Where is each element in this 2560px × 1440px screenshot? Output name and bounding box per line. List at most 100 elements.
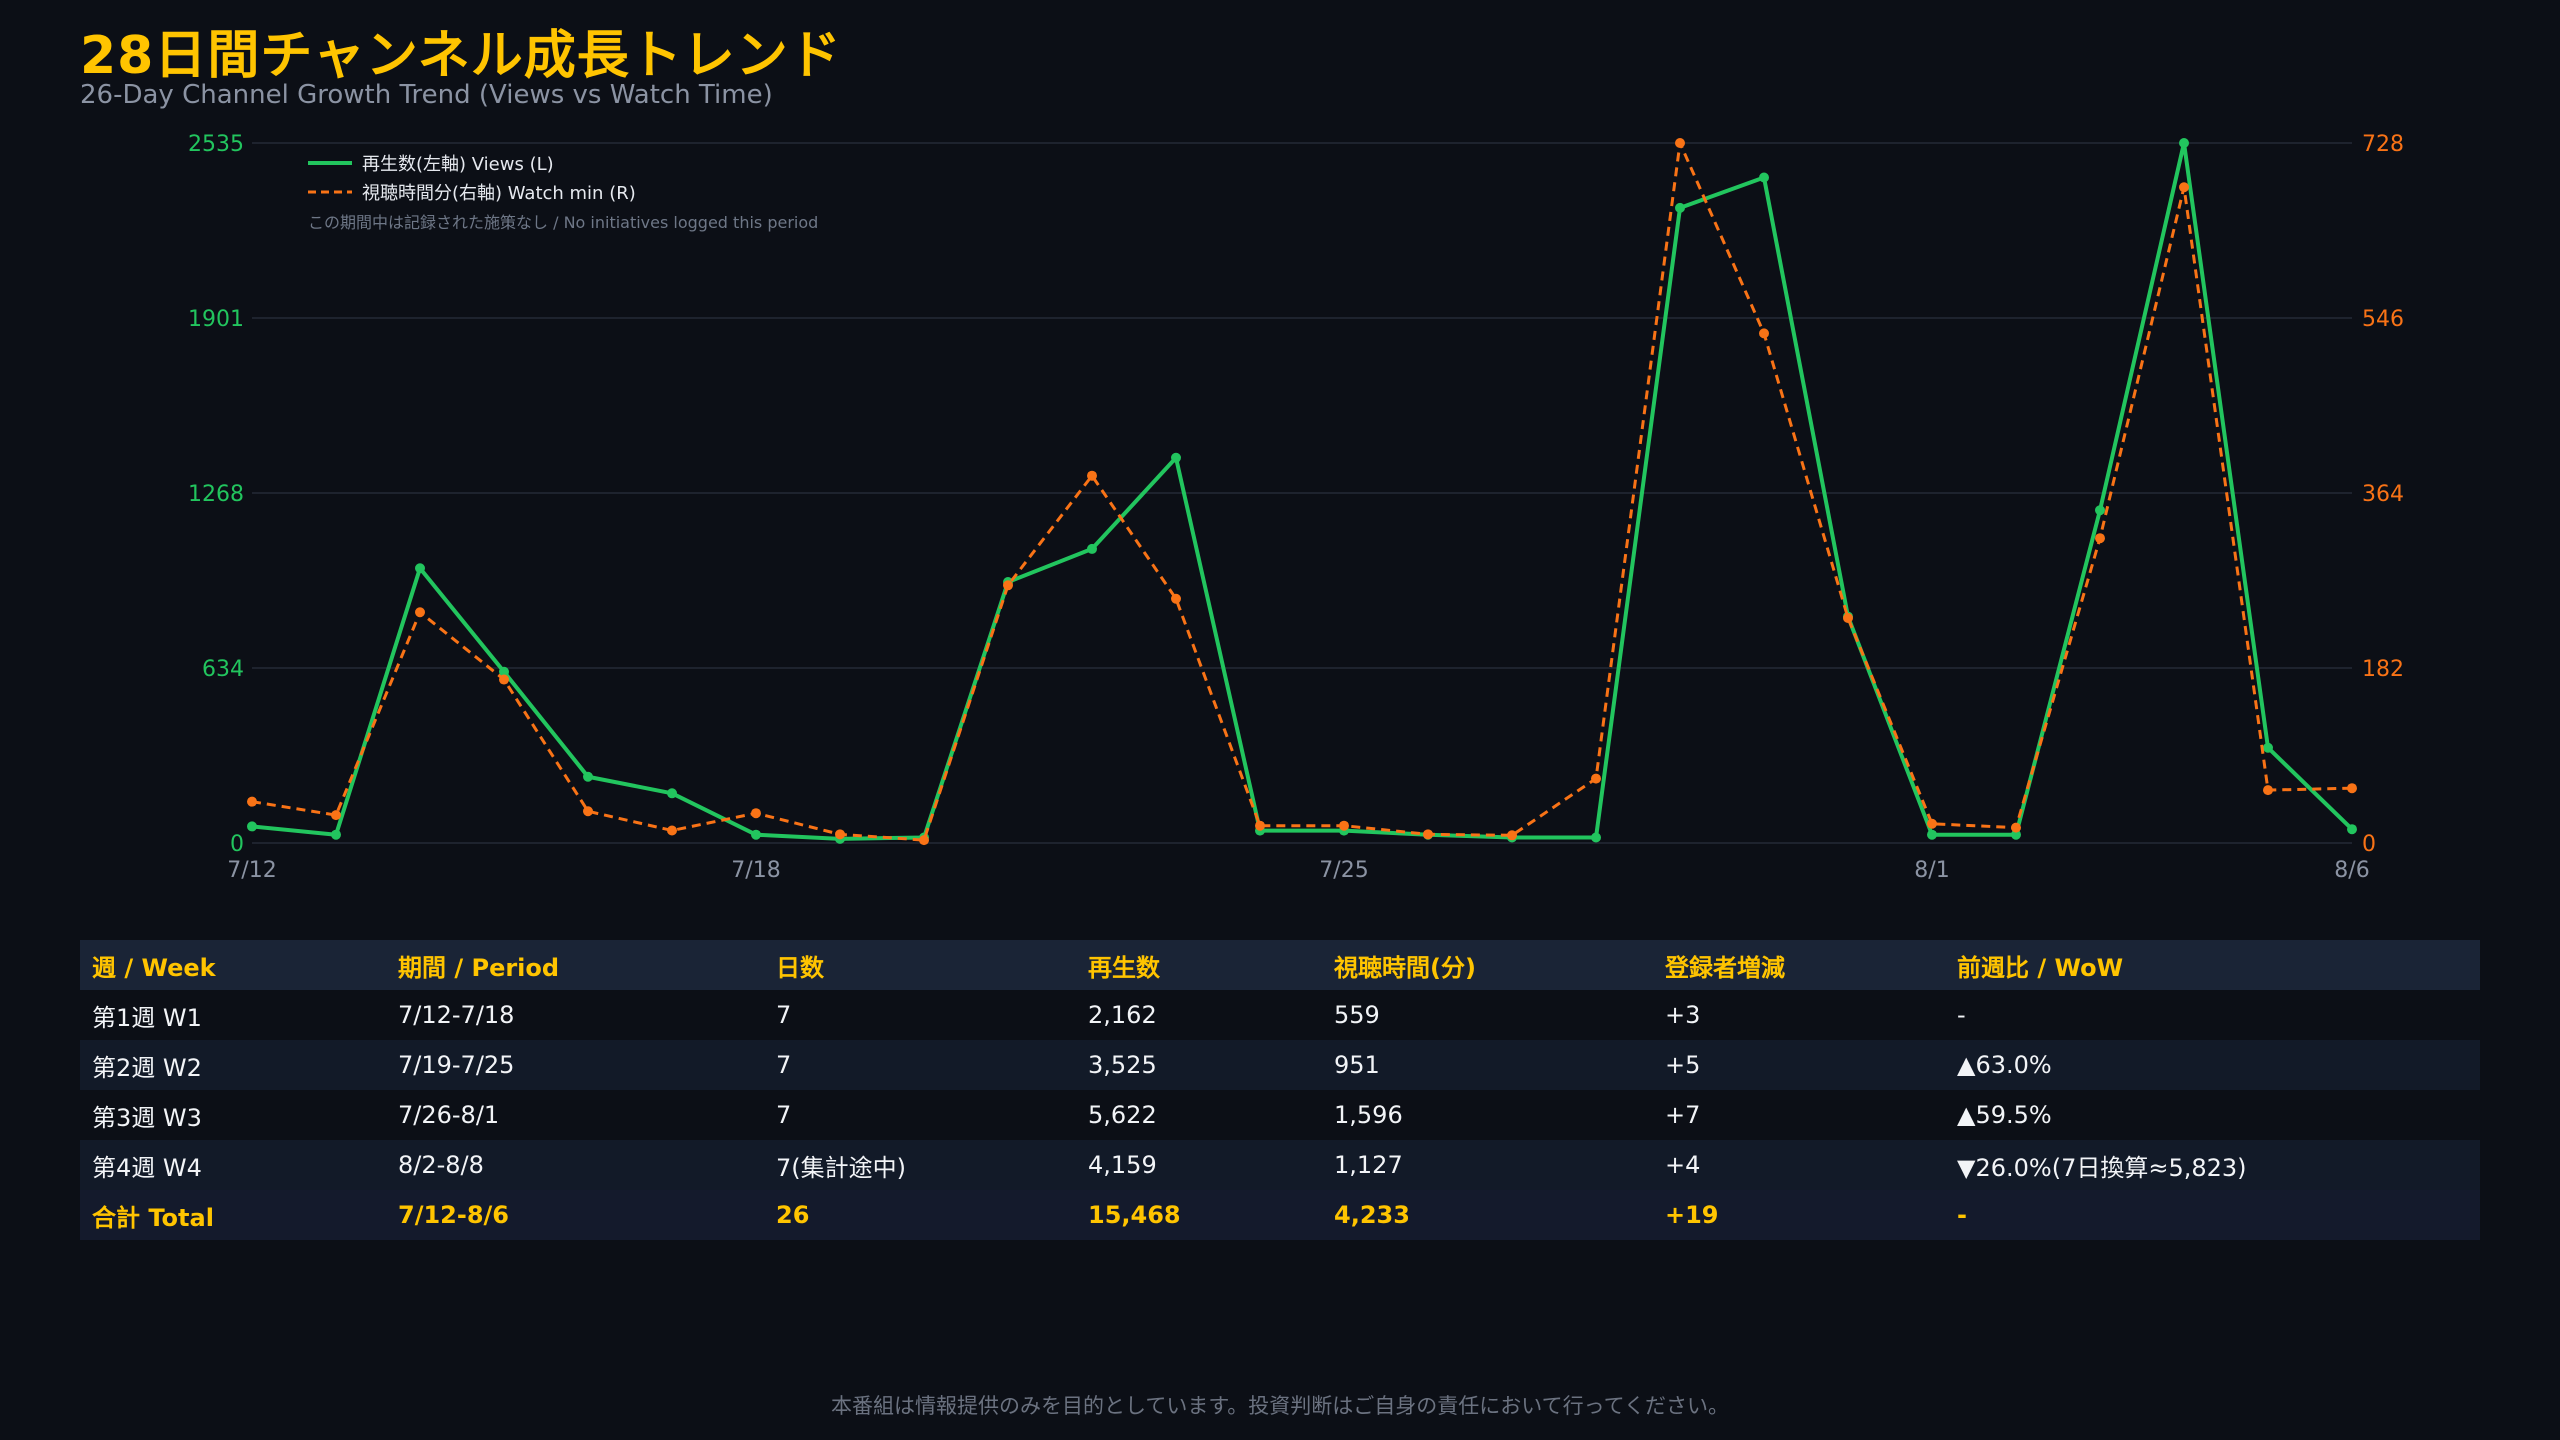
views-point xyxy=(331,829,341,840)
watch-point xyxy=(415,607,425,618)
views-point xyxy=(2347,824,2357,835)
views-point xyxy=(751,829,761,840)
cell-views: 15,468 xyxy=(1076,1190,1322,1240)
views-point xyxy=(1927,829,1937,840)
right-tick-label: 728 xyxy=(2362,132,2404,157)
cell-period: 7/19-7/25 xyxy=(386,1040,764,1090)
x-tick-label: 7/25 xyxy=(1319,858,1368,883)
x-tick-label: 7/12 xyxy=(227,858,276,883)
col-week-header: 週 / Week xyxy=(80,940,386,990)
views-point xyxy=(1591,832,1601,843)
watch-point xyxy=(1507,830,1517,841)
watch-point xyxy=(583,806,593,817)
page-subtitle: 26-Day Channel Growth Trend (Views vs Wa… xyxy=(80,80,773,110)
col-period-header: 期間 / Period xyxy=(386,940,764,990)
views-series-line xyxy=(251,141,2354,841)
grid-lines xyxy=(252,142,2352,844)
col-views-header: 再生数 xyxy=(1076,940,1322,990)
watch-point xyxy=(1843,613,1853,623)
cell-days: 7 xyxy=(764,1090,1076,1140)
views-point xyxy=(667,788,677,799)
watch-point xyxy=(331,810,341,821)
cell-days: 7 xyxy=(764,1040,1076,1090)
watch-point xyxy=(2011,822,2021,833)
watch-point xyxy=(1759,328,1769,339)
cell-watch: 1,596 xyxy=(1322,1090,1653,1140)
views-point xyxy=(247,821,257,832)
watch-point xyxy=(1591,773,1601,784)
cell-subs: +5 xyxy=(1653,1040,1945,1090)
watch-point xyxy=(919,835,929,846)
right-axis-ticks: 0 182 364 546 728 xyxy=(2362,132,2404,857)
table-row: 第1週 W1 7/12-7/18 7 2,162 559 +3 - xyxy=(80,990,2480,1040)
cell-wow: - xyxy=(1945,990,2480,1040)
disclaimer: 本番組は情報提供のみを目的としています。投資判断はご自身の責任において行ってくだ… xyxy=(831,1394,1729,1418)
right-tick-label: 546 xyxy=(2362,307,2404,332)
watch-point xyxy=(667,825,677,836)
table-row: 第2週 W2 7/19-7/25 7 3,525 951 +5 ▲63.0% xyxy=(80,1040,2480,1090)
cell-subs: +7 xyxy=(1653,1090,1945,1140)
cell-days: 7(集計途中) xyxy=(764,1140,1076,1190)
views-point xyxy=(583,771,593,782)
x-tick-label: 8/1 xyxy=(1914,858,1949,883)
legend-watch-label: 視聴時間分(右軸) Watch min (R) xyxy=(362,183,636,204)
right-tick-label: 182 xyxy=(2362,657,2404,682)
left-axis-ticks: 0 634 1268 1901 2535 xyxy=(188,132,244,857)
cell-week: 合計 Total xyxy=(80,1190,386,1240)
watch-point xyxy=(751,808,761,819)
cell-period: 8/2-8/8 xyxy=(386,1140,764,1190)
views-point xyxy=(1675,202,1685,213)
cell-watch: 4,233 xyxy=(1322,1190,1653,1240)
watch-point xyxy=(2179,182,2189,193)
views-point xyxy=(499,666,509,677)
watch-point xyxy=(2347,783,2357,794)
initiatives-note: この期間中は記録された施策なし / No initiatives logged … xyxy=(308,213,818,232)
watch-point xyxy=(1003,580,1013,591)
watch-point xyxy=(1171,593,1181,604)
cell-days: 7 xyxy=(764,990,1076,1040)
cell-week: 第1週 W1 xyxy=(80,990,386,1040)
x-tick-label: 8/6 xyxy=(2334,858,2369,883)
cell-days: 26 xyxy=(764,1190,1076,1240)
watch-point xyxy=(1255,820,1265,831)
watch-point xyxy=(499,674,509,685)
left-tick-label: 0 xyxy=(230,832,244,857)
views-point xyxy=(2263,742,2273,753)
watch-series-line xyxy=(251,141,2353,842)
cell-views: 3,525 xyxy=(1076,1040,1322,1090)
views-point xyxy=(1759,172,1769,183)
cell-subs: +19 xyxy=(1653,1190,1945,1240)
col-subs-header: 登録者増減 xyxy=(1653,940,1945,990)
left-tick-label: 2535 xyxy=(188,132,244,157)
cell-wow: ▼26.0%(7日換算≈5,823) xyxy=(1945,1140,2480,1190)
cell-watch: 559 xyxy=(1322,990,1653,1040)
chart-legend: 再生数(左軸) Views (L) 視聴時間分(右軸) Watch min (R… xyxy=(308,154,818,232)
table-total-row: 合計 Total 7/12-8/6 26 15,468 4,233 +19 - xyxy=(80,1190,2480,1240)
watch-point xyxy=(1423,829,1433,840)
watch-point xyxy=(1927,818,1937,829)
cell-week: 第2週 W2 xyxy=(80,1040,386,1090)
table-row: 第3週 W3 7/26-8/1 7 5,622 1,596 +7 ▲59.5% xyxy=(80,1090,2480,1140)
col-days-header: 日数 xyxy=(764,940,1076,990)
cell-wow: ▲59.5% xyxy=(1945,1090,2480,1140)
legend-views-label: 再生数(左軸) Views (L) xyxy=(362,154,554,175)
right-tick-label: 364 xyxy=(2362,482,2404,507)
weekly-summary-table: 週 / Week 期間 / Period 日数 再生数 視聴時間(分) 登録者増… xyxy=(80,940,2480,1240)
cell-week: 第4週 W4 xyxy=(80,1140,386,1190)
right-tick-label: 0 xyxy=(2362,832,2376,857)
page-title: 28日間チャンネル成長トレンド xyxy=(80,26,842,86)
cell-period: 7/12-8/6 xyxy=(386,1190,764,1240)
views-point xyxy=(2179,138,2189,148)
cell-period: 7/26-8/1 xyxy=(386,1090,764,1140)
watch-point xyxy=(2095,533,2105,544)
cell-views: 5,622 xyxy=(1076,1090,1322,1140)
cell-week: 第3週 W3 xyxy=(80,1090,386,1140)
cell-subs: +3 xyxy=(1653,990,1945,1040)
cell-views: 2,162 xyxy=(1076,990,1322,1040)
series-layer xyxy=(247,138,2357,846)
cell-watch: 1,127 xyxy=(1322,1140,1653,1190)
watch-point xyxy=(2263,785,2273,796)
left-tick-label: 634 xyxy=(202,657,244,682)
watch-point xyxy=(1675,138,1685,148)
